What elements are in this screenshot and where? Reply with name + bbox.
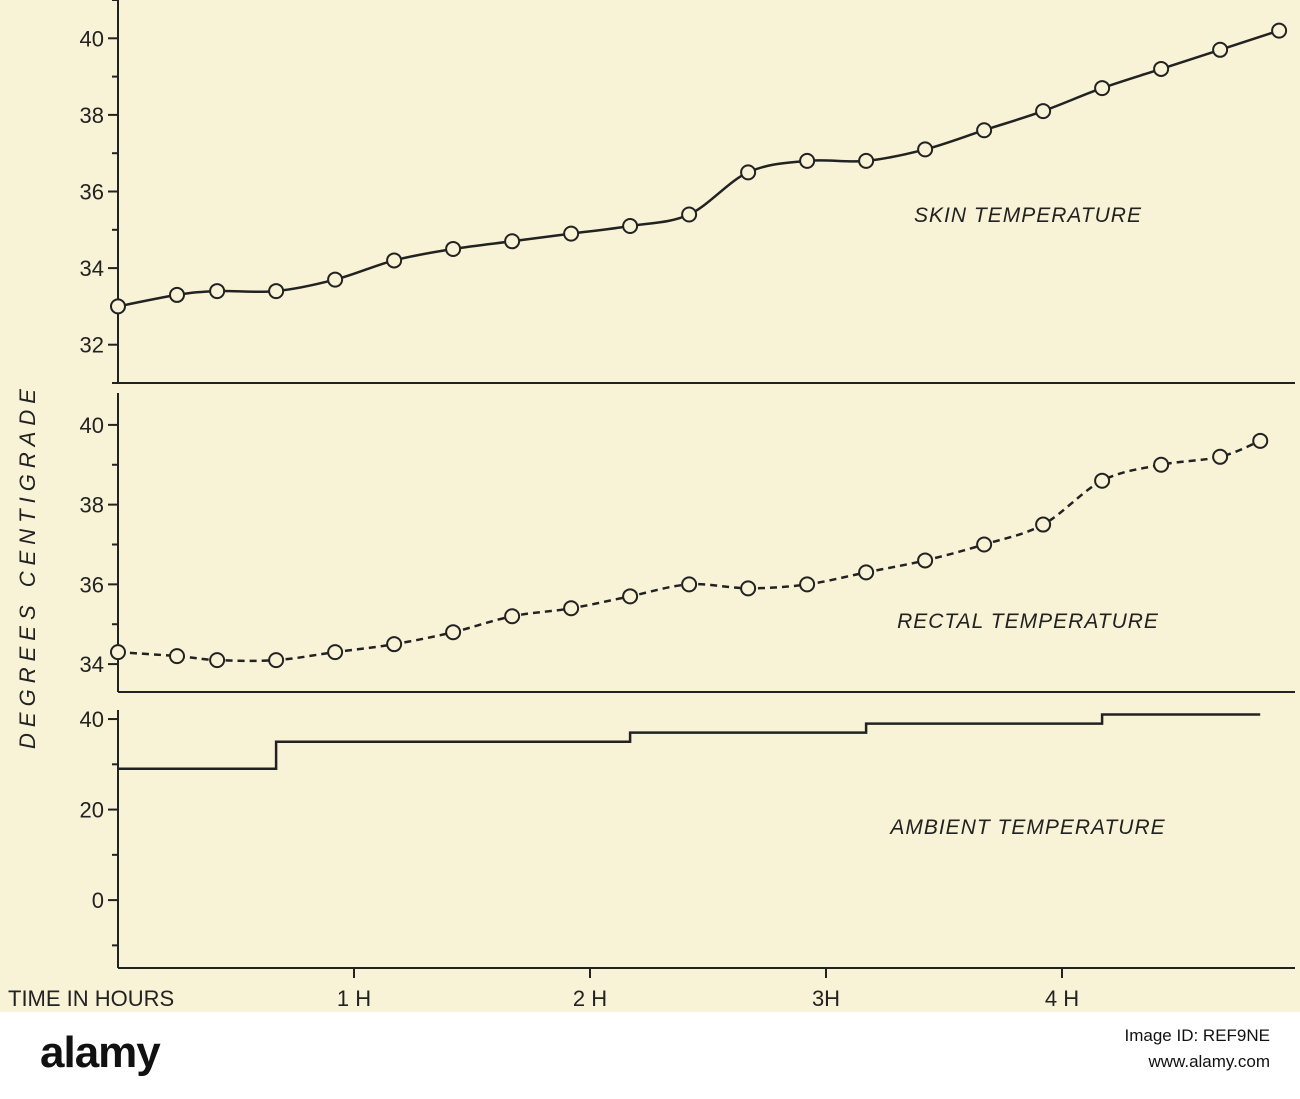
series-line — [118, 713, 1261, 771]
data-point — [209, 652, 226, 669]
watermark-bar: alamy Image ID: REF9NE www.alamy.com — [0, 1012, 1300, 1099]
data-point — [268, 283, 285, 300]
y-tick-label: 38 — [80, 103, 104, 128]
data-point — [1153, 456, 1170, 473]
y-tick-label: 34 — [80, 256, 104, 281]
panel-2: 34 36 38 40 RECTAL TEMPERATURE — [80, 393, 1295, 693]
data-point — [563, 225, 580, 242]
data-point — [209, 283, 226, 300]
data-point — [1094, 80, 1111, 97]
y-tick-label: 0 — [92, 888, 104, 913]
x-tick-label: 3H — [812, 986, 840, 1011]
y-tick-label: 40 — [80, 707, 104, 732]
data-point — [327, 271, 344, 288]
data-point — [169, 286, 185, 303]
y-axis-title: DEGREES CENTIGRADE — [15, 383, 40, 749]
data-point — [799, 576, 816, 593]
x-tick-label: 4 H — [1045, 986, 1079, 1011]
data-point — [563, 600, 580, 617]
data-point — [622, 588, 639, 605]
data-point — [681, 576, 698, 593]
data-point — [1094, 472, 1111, 489]
y-tick-label: 34 — [80, 652, 104, 677]
data-point — [1153, 60, 1170, 77]
data-point — [622, 217, 639, 234]
data-point — [976, 536, 993, 553]
data-point — [917, 552, 934, 569]
x-axis-caption: TIME IN HOURS — [8, 986, 174, 1011]
series-label: AMBIENT TEMPERATURE — [888, 816, 1165, 839]
data-point — [504, 233, 521, 250]
data-point — [1271, 22, 1288, 39]
data-point — [445, 624, 462, 641]
data-point — [1212, 448, 1229, 465]
x-tick-label: 1 H — [337, 986, 371, 1011]
series-label: RECTAL TEMPERATURE — [897, 610, 1159, 633]
temperature-chart: DEGREES CENTIGRADE TIME IN HOURS 3234363… — [8, 0, 1295, 1011]
alamy-logo: alamy — [40, 1028, 161, 1077]
site-label: www.alamy.com — [1148, 1052, 1270, 1071]
data-point — [1035, 103, 1052, 120]
data-point — [1035, 516, 1052, 533]
data-point — [858, 152, 875, 169]
data-point — [1212, 41, 1229, 58]
data-point — [740, 164, 757, 181]
y-tick-label: 32 — [80, 333, 104, 358]
data-point — [1252, 432, 1269, 449]
image-id-block: Image ID: REF9NE www.alamy.com — [1125, 1026, 1271, 1078]
y-tick-label: 20 — [80, 798, 104, 823]
data-point — [169, 648, 185, 665]
series-label: SKIN TEMPERATURE — [914, 204, 1142, 227]
y-tick-label: 40 — [80, 413, 104, 438]
series-line — [117, 29, 1280, 308]
data-point — [445, 240, 462, 257]
x-tick-label: 2 H — [573, 986, 607, 1011]
data-point — [110, 298, 126, 315]
data-point — [976, 122, 993, 139]
data-point — [740, 580, 757, 597]
data-point — [386, 636, 403, 653]
figure: DEGREES CENTIGRADE TIME IN HOURS 32 34 36 3… — [0, 0, 1300, 1012]
data-point — [504, 608, 521, 625]
data-point — [386, 252, 403, 269]
data-point — [110, 644, 126, 661]
data-point — [799, 152, 816, 169]
data-point — [917, 141, 934, 158]
y-tick-label: 40 — [80, 26, 104, 51]
y-tick-label: 36 — [80, 180, 104, 205]
data-point — [268, 652, 285, 669]
panel-3: 0 20 40 AMBIENT TEMPERATURE — [80, 707, 1295, 969]
data-point — [858, 564, 875, 581]
y-tick-label: 36 — [80, 572, 104, 597]
panel-1: 32 34 36 38 40 SKIN TEMPERATURE — [80, 0, 1295, 384]
image-id-label: Image ID: REF9NE — [1124, 1026, 1271, 1045]
data-point — [327, 644, 344, 661]
y-tick-label: 38 — [80, 493, 104, 518]
data-point — [681, 206, 698, 223]
